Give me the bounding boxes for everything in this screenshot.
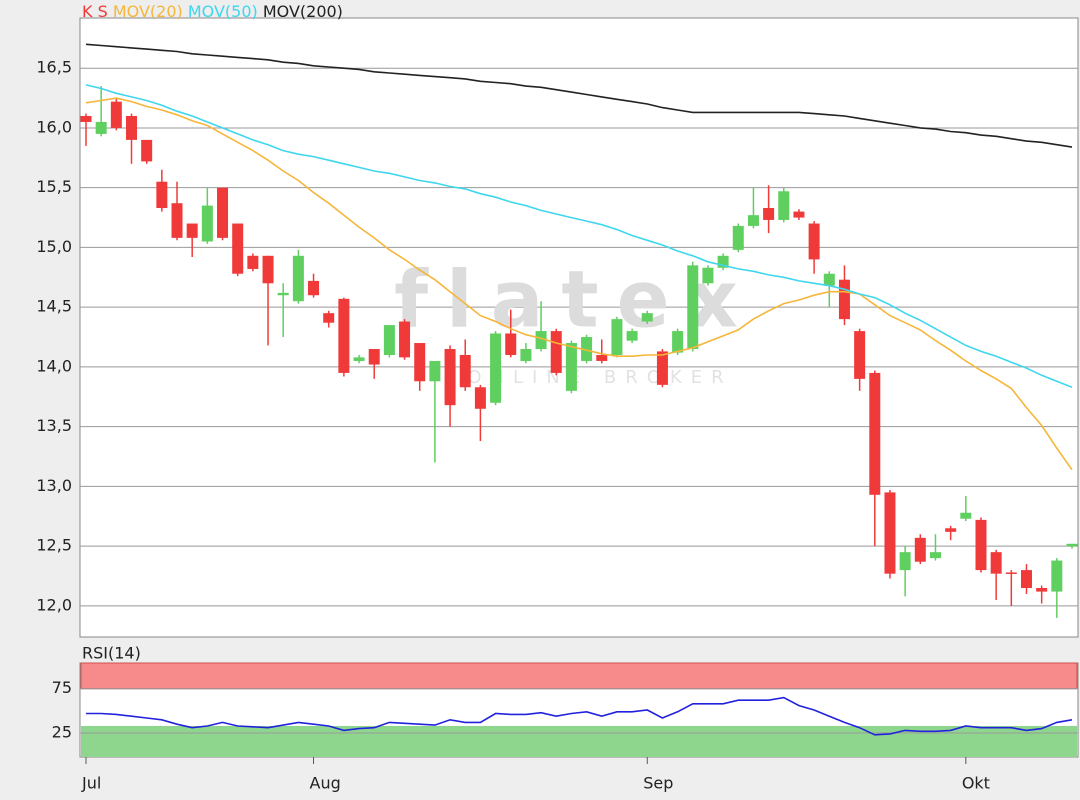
legend-entry: MOV(50)	[188, 2, 258, 21]
candle-body	[747, 215, 759, 226]
candle-body	[702, 267, 714, 284]
candle-body	[505, 333, 517, 355]
candle-body	[399, 321, 411, 358]
candle-body	[171, 203, 183, 238]
candle-body	[1020, 570, 1032, 589]
line	[85, 97, 1073, 471]
y-tick-label: 75	[52, 678, 72, 697]
candle-body	[596, 354, 608, 361]
candle-body	[308, 280, 320, 296]
candle-body	[914, 537, 926, 562]
candle-body	[141, 139, 153, 162]
y-tick-label: 12,0	[36, 595, 72, 614]
candle-body	[520, 349, 532, 361]
x-tick-label: Okt	[962, 774, 990, 793]
y-tick-label: 14,0	[36, 356, 72, 375]
legend-entry: MOV(20)	[113, 2, 183, 21]
y-tick-label: 13,0	[36, 476, 72, 495]
candle-body	[474, 387, 486, 409]
y-tick-label: 16,0	[36, 117, 72, 136]
y-tick-label: 25	[52, 723, 72, 742]
candle-body	[854, 331, 866, 379]
y-tick-label: 15,0	[36, 237, 72, 256]
candle-body	[338, 298, 350, 373]
y-tick-label: 12,5	[36, 536, 72, 555]
line	[85, 43, 1073, 148]
candle-body	[429, 360, 441, 382]
x-tick-label: Aug	[310, 774, 341, 793]
candle-body	[929, 552, 941, 559]
line	[86, 696, 1073, 736]
candle-body	[323, 313, 335, 323]
candle-body	[838, 279, 850, 320]
candle-body	[201, 205, 213, 242]
candle-body	[960, 512, 972, 519]
candle-body	[550, 331, 562, 373]
y-tick-label: 16,5	[36, 58, 72, 77]
candle-body	[945, 528, 957, 532]
candle-body	[565, 343, 577, 391]
candle-body	[975, 519, 987, 571]
y-tick-label: 15,5	[36, 177, 72, 196]
candle-body	[368, 349, 380, 365]
candle-body	[459, 354, 471, 388]
candle-body	[1066, 543, 1078, 547]
candle-body	[247, 255, 259, 269]
legend-entry: RSI(14)	[82, 644, 141, 663]
candle-body	[717, 255, 729, 268]
candle-body	[414, 343, 426, 382]
x-tick-label: Sep	[643, 774, 673, 793]
x-tick-label: Jul	[81, 774, 101, 793]
candle-body	[292, 255, 304, 302]
candle-body	[262, 255, 274, 284]
candle-body	[687, 265, 699, 350]
candle-body	[823, 273, 835, 286]
candle-body	[232, 223, 244, 274]
candle-body	[763, 208, 775, 220]
candle-body	[641, 313, 653, 322]
candle-body	[186, 223, 198, 238]
candle-body	[793, 211, 805, 218]
y-tick-label: 13,5	[36, 416, 72, 435]
candle-body	[656, 351, 668, 385]
price-panel	[79, 17, 1079, 638]
candle-body	[1005, 572, 1017, 574]
candle-body	[778, 191, 790, 220]
line	[85, 84, 1073, 388]
y-tick-label: 14,5	[36, 297, 72, 316]
candle-body	[110, 101, 122, 128]
candle-body	[1036, 588, 1048, 592]
candle-body	[490, 333, 502, 403]
watermark: flatex	[394, 255, 756, 345]
candle-body	[581, 337, 593, 361]
candle-body	[444, 349, 456, 406]
candle-body	[277, 292, 289, 296]
legend-entry: MOV(200)	[263, 2, 343, 21]
band	[80, 662, 1078, 690]
legend-entry: K S	[82, 2, 108, 21]
candle-body	[353, 357, 365, 361]
watermark-sub: ONLINE BROKER	[467, 367, 732, 388]
candle-body	[732, 225, 744, 250]
candle-body	[884, 492, 896, 574]
candle-body	[95, 121, 107, 134]
candle-body	[156, 181, 168, 209]
candle-body	[535, 331, 547, 350]
candle-body	[869, 372, 881, 495]
candle-body	[217, 187, 229, 238]
candle-body	[990, 552, 1002, 574]
candle-body	[383, 325, 395, 355]
candle-body	[80, 115, 92, 122]
candle-body	[808, 223, 820, 260]
candle-body	[626, 331, 638, 341]
candle-body	[672, 331, 684, 353]
candle-body	[899, 552, 911, 571]
legend: K S MOV(20) MOV(50) MOV(200)	[82, 2, 343, 21]
candle-body	[1051, 560, 1063, 592]
candle-body	[126, 115, 138, 140]
candle-body	[611, 319, 623, 355]
